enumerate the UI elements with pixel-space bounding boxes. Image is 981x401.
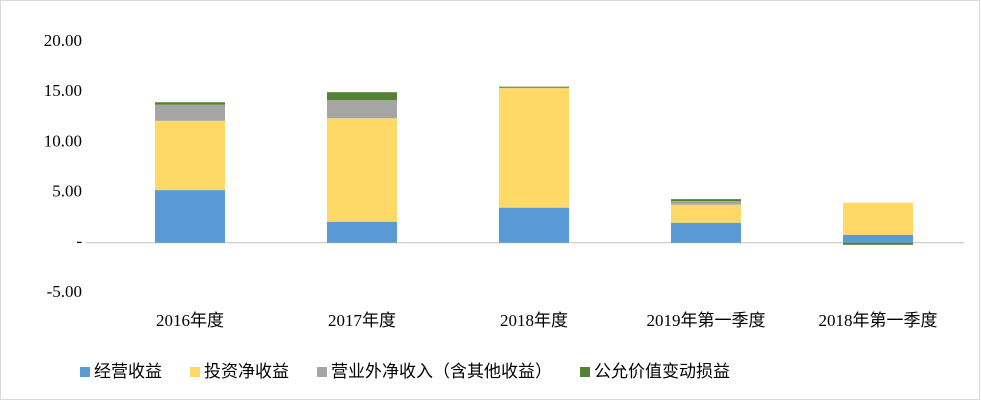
bar-segment — [327, 92, 397, 101]
bar-segment — [843, 242, 913, 245]
legend-swatch — [580, 367, 590, 377]
bar-segment — [671, 199, 741, 202]
legend-label: 营业外净收入（含其他收益） — [331, 362, 552, 381]
bar-segment — [671, 201, 741, 205]
x-tick-label: 2018年度 — [500, 311, 568, 330]
y-tick-label: 15.00 — [44, 81, 82, 100]
y-tick-label: 10.00 — [44, 131, 82, 150]
x-tick-label: 2016年度 — [156, 311, 224, 330]
y-tick-label: - — [76, 232, 82, 251]
bar-segment — [155, 104, 225, 121]
y-tick-label: 20.00 — [44, 31, 82, 50]
legend-label: 投资净收益 — [204, 362, 289, 381]
legend-swatch — [80, 367, 90, 377]
bar-segment — [327, 100, 397, 119]
bar-segment — [499, 86, 569, 88]
x-tick-label: 2018年第一季度 — [819, 311, 938, 330]
bar-segment — [499, 207, 569, 243]
bar-segment — [327, 221, 397, 243]
bar-segment — [155, 190, 225, 243]
bar-segment — [671, 222, 741, 243]
legend-label: 公允价值变动损益 — [594, 362, 730, 381]
y-tick-label: 5.00 — [52, 182, 82, 201]
bar-segment — [843, 202, 913, 235]
bar-segment — [327, 118, 397, 222]
bar-segment — [499, 88, 569, 208]
x-tick-label: 2017年度 — [328, 311, 396, 330]
legend-swatch — [190, 367, 200, 377]
bar-segment — [155, 102, 225, 105]
bar-segment — [671, 204, 741, 223]
y-tick-label: -5.00 — [47, 282, 82, 301]
x-tick-label: 2019年第一季度 — [647, 311, 766, 330]
legend-label: 经营收益 — [94, 362, 162, 381]
bar-segment — [155, 120, 225, 191]
bar-segment — [499, 87, 569, 89]
bar-segment — [843, 234, 913, 243]
legend-swatch — [317, 367, 327, 377]
